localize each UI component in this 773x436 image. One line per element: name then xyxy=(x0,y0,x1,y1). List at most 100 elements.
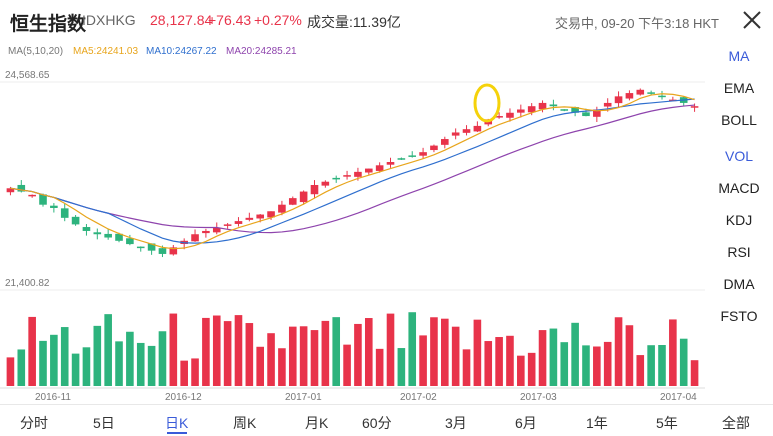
volume-bar xyxy=(17,349,26,386)
price-change-pct: +0.27% xyxy=(254,12,302,28)
volume-bar xyxy=(419,335,427,386)
tab-daily-k[interactable]: 日K xyxy=(165,415,189,431)
indicator-boll[interactable]: BOLL xyxy=(721,112,757,128)
volume-bar xyxy=(462,349,471,386)
volume-bar xyxy=(60,327,69,386)
candle-body xyxy=(462,129,471,133)
tab-5year[interactable]: 5年 xyxy=(656,415,678,431)
candle-body xyxy=(299,191,308,203)
candle-body xyxy=(278,204,286,213)
indicator-macd[interactable]: MACD xyxy=(718,180,760,196)
candle-body xyxy=(245,217,254,220)
x-label: 2017-04 xyxy=(660,392,697,403)
volume-bar xyxy=(430,317,438,386)
indicator-kdj[interactable]: KDJ xyxy=(725,212,753,228)
indicator-ma[interactable]: MA xyxy=(728,48,750,64)
tab-60min[interactable]: 60分 xyxy=(362,415,392,431)
tab-intraday[interactable]: 分时 xyxy=(20,415,48,431)
candle-body xyxy=(288,198,297,205)
candle-body xyxy=(603,102,612,107)
candle-body xyxy=(354,171,362,177)
candle-body xyxy=(636,89,645,95)
volume-bar xyxy=(582,345,590,386)
volume-bar xyxy=(50,334,58,386)
indicator-vol[interactable]: VOL xyxy=(724,148,753,164)
candle-body xyxy=(223,224,232,226)
tab-5day[interactable]: 5日 xyxy=(93,415,115,431)
volume-bar xyxy=(278,348,286,386)
ma10-legend: MA10:24267.22 xyxy=(146,46,217,57)
volume-bar xyxy=(234,315,243,386)
candle-body xyxy=(60,208,69,218)
tab-1year[interactable]: 1年 xyxy=(586,415,608,431)
candle-body xyxy=(690,106,699,108)
candle-body xyxy=(147,243,156,251)
volume-bar xyxy=(658,345,666,386)
indicator-fsto[interactable]: FSTO xyxy=(720,308,758,324)
volume-bar xyxy=(223,321,232,386)
candle-body xyxy=(39,194,47,205)
volume-bars xyxy=(6,312,699,386)
volume-bar xyxy=(364,318,373,386)
last-price: 28,127.84 xyxy=(150,12,213,28)
index-title: 恒生指数 xyxy=(10,14,87,35)
volume-bar xyxy=(343,344,351,386)
price-low-label: 21,400.82 xyxy=(5,278,50,289)
tab-monthly-k[interactable]: 月K xyxy=(305,415,329,431)
volume-bar xyxy=(288,326,297,386)
tab-all[interactable]: 全部 xyxy=(722,415,750,431)
candle-body xyxy=(364,168,373,173)
volume-bar xyxy=(28,316,36,386)
candles xyxy=(6,88,699,258)
indicator-dma[interactable]: DMA xyxy=(723,276,755,292)
volume-bar xyxy=(126,331,134,386)
candle-body xyxy=(256,214,264,219)
volume-bar xyxy=(321,320,330,386)
volume-bar xyxy=(517,355,525,386)
x-label: 2017-02 xyxy=(400,392,437,403)
close-icon[interactable] xyxy=(740,8,764,32)
volume-bar xyxy=(386,313,395,386)
volume-bar xyxy=(136,342,145,386)
candle-body xyxy=(191,234,199,242)
candle-body xyxy=(267,211,275,218)
volume-bar xyxy=(636,355,645,386)
candle-body xyxy=(158,248,167,254)
candle-body xyxy=(571,107,579,113)
candle-body xyxy=(234,221,243,224)
volume-bar xyxy=(571,322,579,386)
volume-bar xyxy=(441,318,449,386)
volume-bar xyxy=(180,360,188,386)
volume-bar xyxy=(354,323,362,386)
candle-body xyxy=(332,177,341,180)
tab-6month[interactable]: 6月 xyxy=(515,415,537,431)
candle-body xyxy=(419,152,427,156)
index-code: IDXHKG xyxy=(82,12,136,28)
volume-bar xyxy=(614,317,623,386)
volume-bar xyxy=(451,326,460,386)
volume-bar xyxy=(538,330,547,386)
indicator-rsi[interactable]: RSI xyxy=(727,244,751,260)
candle-body xyxy=(430,145,438,151)
candlestick-chart[interactable] xyxy=(0,0,705,392)
x-label: 2017-03 xyxy=(520,392,557,403)
candle-body xyxy=(582,112,590,117)
volume-bar xyxy=(495,337,503,386)
candle-body xyxy=(647,92,655,94)
tab-weekly-k[interactable]: 周K xyxy=(233,415,257,431)
volume-bar xyxy=(191,358,199,386)
volume-bar xyxy=(593,346,601,386)
volume-bar xyxy=(104,314,112,386)
candle-body xyxy=(625,93,634,99)
volume-bar xyxy=(473,319,482,386)
volume-bar xyxy=(82,347,91,386)
volume-bar xyxy=(506,335,514,386)
candle-body xyxy=(50,205,58,208)
tab-3month[interactable]: 3月 xyxy=(445,415,467,431)
volume-bar xyxy=(549,328,558,386)
indicator-ema[interactable]: EMA xyxy=(723,80,755,96)
candle-body xyxy=(71,216,80,225)
candle-body xyxy=(17,184,26,192)
volume-bar xyxy=(603,341,612,386)
volume-bar xyxy=(679,338,688,386)
